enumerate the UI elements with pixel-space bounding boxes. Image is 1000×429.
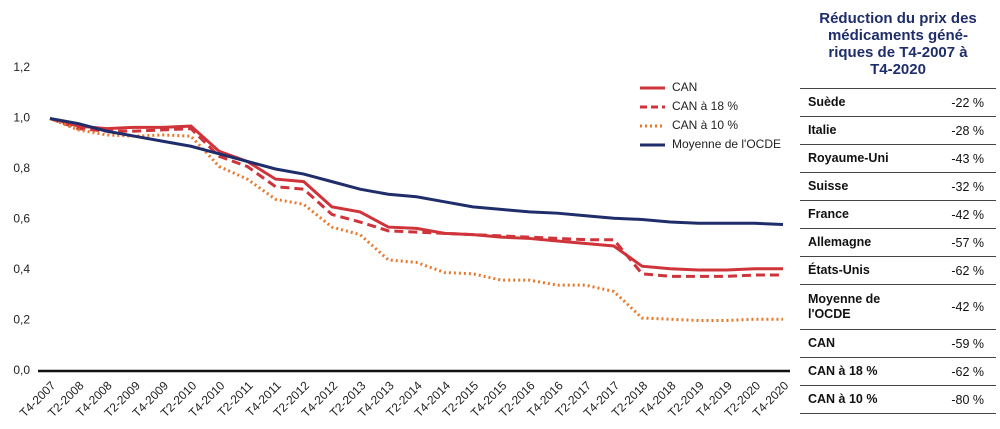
y-tick-label: 0,6 [13, 212, 30, 226]
table-row: Allemagne -57 % [800, 228, 996, 256]
table-body: Suède -22 % Italie -28 % Royaume-Uni -43 % Sui… [800, 88, 996, 414]
row-value: -62 % [951, 364, 984, 379]
row-value: -28 % [951, 123, 984, 138]
legend-label: CAN [672, 80, 697, 94]
row-value: -80 % [951, 392, 984, 407]
row-label: Moyenne de l'OCDE [808, 292, 881, 321]
row-value: -22 % [951, 95, 984, 110]
table-row: CAN à 18 % -62 % [800, 357, 996, 385]
table-row: Suisse -32 % [800, 172, 996, 200]
table-row: Royaume-Uni -43 % [800, 144, 996, 172]
row-value: -42 % [951, 207, 984, 222]
table-row: Suède -22 % [800, 88, 996, 116]
row-label: Suède [808, 95, 846, 109]
row-label: CAN [808, 336, 836, 350]
title-line: riques de T4-2007 à [828, 44, 968, 61]
table-row: CAN -59 % [800, 329, 996, 357]
legend-label: CAN à 10 % [672, 118, 738, 132]
row-label: Royaume-Uni [808, 151, 889, 165]
y-tick-label: 0,2 [13, 313, 30, 327]
title-line: T4-2020 [870, 61, 926, 78]
row-label: CAN à 10 % [808, 392, 878, 406]
row-label: Italie [808, 123, 837, 137]
table-row: Italie -28 % [800, 116, 996, 144]
line-series [49, 117, 783, 278]
title-line: médicaments géné- [827, 27, 969, 44]
row-label: France [808, 207, 849, 221]
table-row: Moyenne de l'OCDE -42 % [800, 284, 996, 329]
table: Réduction du prix des médicaments géné-ri… [800, 0, 996, 414]
line-series [49, 117, 784, 227]
y-tick-label: 1,0 [13, 111, 30, 125]
row-value: -57 % [951, 235, 984, 250]
row-label: Allemagne [808, 235, 872, 249]
chart: 0,00,20,40,60,81,01,2T4-2007T2-2008T4-20… [13, 60, 791, 420]
table-title: Réduction du prix des médicaments géné-ri… [800, 0, 996, 88]
row-label: États-Unis [808, 263, 870, 277]
line-series [49, 117, 783, 272]
y-tick-label: 1,2 [13, 60, 30, 74]
legend-label: Moyenne de l'OCDE [672, 137, 781, 151]
row-value: -59 % [951, 336, 984, 351]
y-tick-label: 0,0 [13, 363, 30, 377]
row-value: -43 % [951, 151, 984, 166]
line-series [49, 117, 783, 322]
row-value: -62 % [951, 263, 984, 278]
row-label: CAN à 18 % [808, 364, 878, 378]
row-value: -32 % [951, 179, 984, 194]
table-row: CAN à 10 % -80 % [800, 385, 996, 414]
row-value: -42 % [951, 300, 984, 314]
table-row: France -42 % [800, 200, 996, 228]
table-row: États-Unis -62 % [800, 256, 996, 284]
y-tick-label: 0,4 [13, 262, 30, 276]
y-tick-label: 0,8 [13, 161, 30, 175]
legend-label: CAN à 18 % [672, 99, 738, 113]
row-label: Suisse [808, 179, 849, 193]
title-line: Réduction du prix des [819, 10, 977, 27]
